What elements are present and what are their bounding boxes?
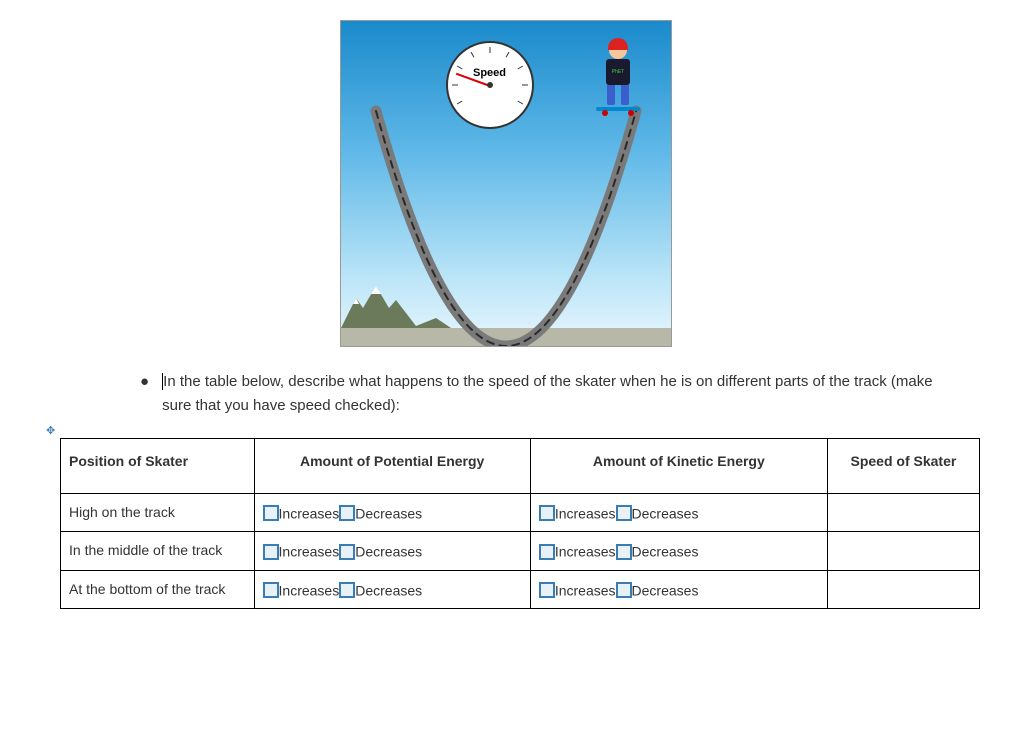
checkbox-increases[interactable] — [263, 505, 279, 521]
checkbox-decreases[interactable] — [616, 505, 632, 521]
checkbox-increases[interactable] — [263, 544, 279, 560]
checkbox-increases[interactable] — [263, 582, 279, 598]
skater: PhET — [591, 41, 646, 111]
option-label: Increases — [555, 582, 616, 598]
simulation-image: Speed PhET — [340, 20, 672, 347]
instruction-text: In the table below, describe what happen… — [162, 373, 932, 414]
cell-ke: Increases Decreases — [530, 570, 827, 608]
instruction-paragraph: ● In the table below, describe what happ… — [140, 370, 991, 418]
table-row: At the bottom of the track Increases Decre… — [61, 570, 980, 608]
checkbox-decreases[interactable] — [339, 582, 355, 598]
table-row: In the middle of the track Increases Decre… — [61, 532, 980, 570]
option-label: Increases — [555, 544, 616, 560]
cell-pe: Increases Decreases — [254, 532, 530, 570]
cell-pe: Increases Decreases — [254, 570, 530, 608]
speedometer: Speed — [446, 41, 534, 129]
option-label: Increases — [555, 505, 616, 521]
table-row: High on the trackIncreasesDecreasesIncre… — [61, 494, 980, 532]
table-header-row: Position of Skater Amount of Potential E… — [61, 439, 980, 494]
cell-speed[interactable] — [827, 494, 979, 532]
cell-pe: Increases Decreases — [254, 494, 530, 532]
checkbox-decreases[interactable] — [616, 544, 632, 560]
simulation-image-wrapper: Speed PhET — [20, 20, 991, 350]
option-label: Decreases — [632, 505, 699, 521]
header-pe: Amount of Potential Energy — [254, 439, 530, 494]
option-label: Increases — [279, 582, 340, 598]
checkbox-decreases[interactable] — [339, 544, 355, 560]
option-label: Decreases — [355, 582, 422, 598]
header-speed: Speed of Skater — [827, 439, 979, 494]
checkbox-increases[interactable] — [539, 505, 555, 521]
checkbox-decreases[interactable] — [616, 582, 632, 598]
option-label: Increases — [279, 505, 340, 521]
header-position: Position of Skater — [61, 439, 255, 494]
cell-position: At the bottom of the track — [61, 570, 255, 608]
cell-ke: Increases Decreases — [530, 532, 827, 570]
bullet-icon: ● — [140, 370, 158, 394]
energy-table: Position of Skater Amount of Potential E… — [60, 438, 980, 609]
option-label: Decreases — [355, 544, 422, 560]
cell-position: High on the track — [61, 494, 255, 532]
header-ke: Amount of Kinetic Energy — [530, 439, 827, 494]
checkbox-decreases[interactable] — [339, 505, 355, 521]
option-label: Decreases — [355, 505, 422, 521]
cell-speed[interactable] — [827, 532, 979, 570]
cell-ke: Increases Decreases — [530, 494, 827, 532]
cell-speed[interactable] — [827, 570, 979, 608]
table-anchor-icon[interactable]: ✥ — [46, 424, 55, 437]
option-label: Decreases — [632, 582, 699, 598]
cell-position: In the middle of the track — [61, 532, 255, 570]
checkbox-increases[interactable] — [539, 582, 555, 598]
checkbox-increases[interactable] — [539, 544, 555, 560]
option-label: Decreases — [632, 544, 699, 560]
skater-shirt: PhET — [606, 59, 630, 85]
option-label: Increases — [279, 544, 340, 560]
